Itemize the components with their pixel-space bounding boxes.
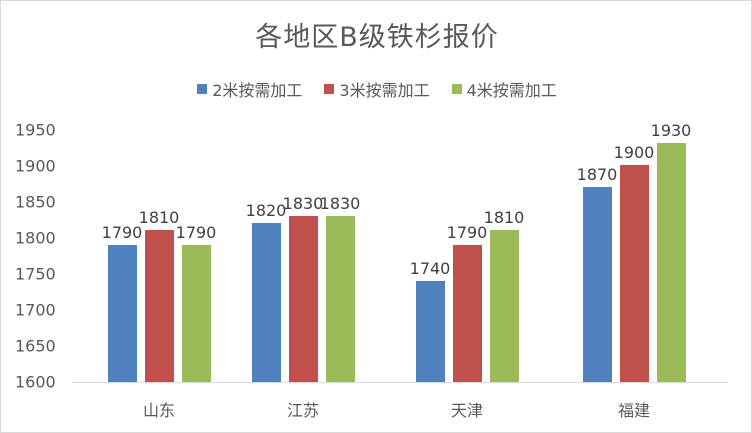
data-label: 1870: [576, 164, 618, 184]
legend-label-4m: 4米按需加工: [466, 81, 557, 100]
y-tick-1700: 1700: [15, 300, 56, 320]
legend-label-2m: 2米按需加工: [212, 81, 303, 100]
data-label: 1900: [613, 143, 655, 163]
legend-item-2m: 2米按需加工: [197, 77, 302, 101]
x-axis-line: [72, 382, 728, 383]
legend-item-4m: 4米按需加工: [451, 77, 557, 101]
bar: [251, 222, 281, 382]
data-label: 1810: [138, 208, 180, 228]
bar: [415, 280, 445, 382]
bar: [582, 186, 612, 382]
data-label: 1740: [409, 258, 451, 278]
category-label-fujian: 福建: [617, 401, 650, 420]
bar: [489, 230, 519, 382]
chart-title: 各地区B级铁杉报价: [255, 22, 499, 53]
category-label-shandong: 山东: [142, 401, 175, 420]
y-tick-1750: 1750: [15, 264, 56, 284]
category-label-jiangsu: 江苏: [286, 401, 319, 420]
bar: [107, 244, 137, 382]
bar: [144, 230, 174, 382]
data-label: 1820: [245, 200, 287, 220]
y-tick-1650: 1650: [15, 336, 56, 356]
data-label: 1810: [483, 208, 525, 228]
bar: [325, 215, 355, 382]
bar: [288, 215, 318, 382]
data-label: 1790: [446, 222, 488, 242]
bar: [181, 244, 211, 382]
y-tick-1950: 1950: [15, 120, 56, 140]
bar: [619, 165, 649, 382]
bar: [452, 244, 482, 382]
legend: 2米按需加工 3米按需加工 4米按需加工: [1, 77, 752, 101]
legend-swatch-3m: [324, 84, 335, 94]
data-label: 1830: [282, 193, 324, 213]
data-label: 1790: [175, 222, 217, 242]
legend-label-3m: 3米按需加工: [339, 81, 430, 100]
legend-swatch-2m: [197, 84, 208, 94]
bar: [656, 143, 686, 382]
legend-swatch-4m: [451, 84, 462, 94]
category-label-tianjin: 天津: [450, 401, 483, 420]
legend-item-3m: 3米按需加工: [324, 77, 430, 101]
data-label: 1790: [101, 222, 143, 242]
data-label: 1830: [319, 193, 361, 213]
y-tick-1600: 1600: [15, 372, 56, 392]
y-tick-1850: 1850: [15, 192, 56, 212]
y-tick-1800: 1800: [15, 228, 56, 248]
y-tick-1900: 1900: [15, 156, 56, 176]
data-label: 1930: [650, 121, 692, 141]
